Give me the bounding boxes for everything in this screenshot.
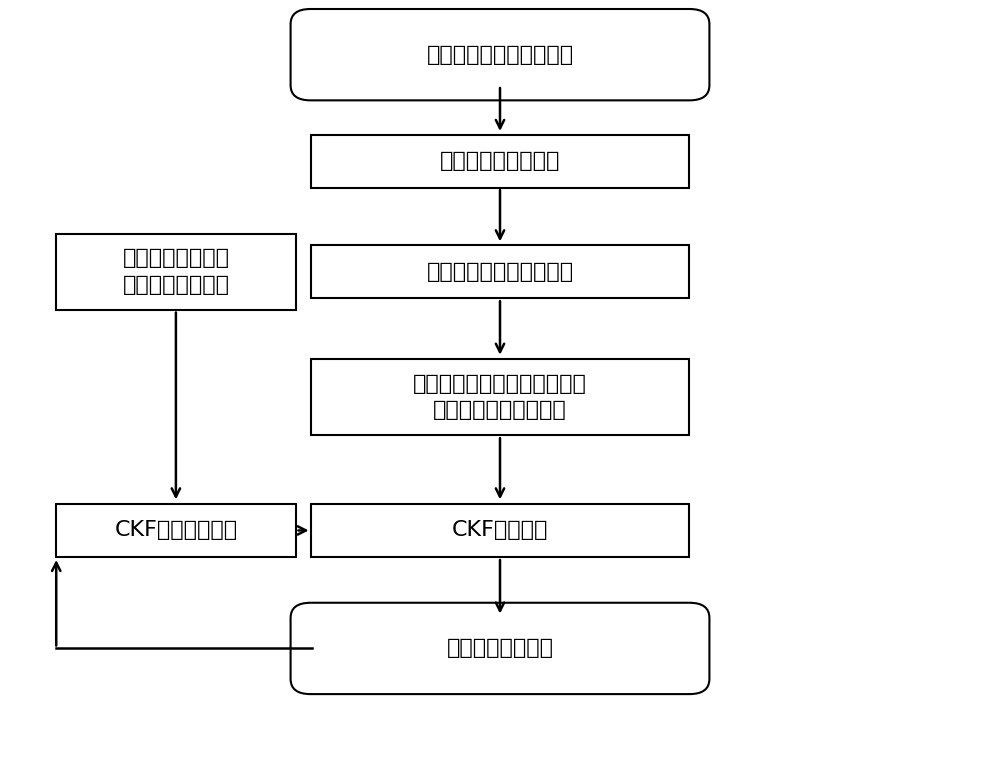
- Text: 建立监控系统的量测方程: 建立监控系统的量测方程: [426, 261, 574, 282]
- Text: CKF量测更新: CKF量测更新: [452, 520, 548, 540]
- Text: 建立监控系统的非
线性系统状态方程: 建立监控系统的非 线性系统状态方程: [122, 248, 229, 295]
- FancyBboxPatch shape: [291, 603, 709, 694]
- Text: 监控系统状态输出: 监控系统状态输出: [446, 639, 554, 659]
- FancyBboxPatch shape: [311, 359, 689, 435]
- Text: CKF滤波时间更新: CKF滤波时间更新: [114, 520, 237, 540]
- FancyBboxPatch shape: [56, 234, 296, 309]
- FancyBboxPatch shape: [311, 503, 689, 557]
- Text: 监控导航系统安装与预热: 监控导航系统安装与预热: [426, 44, 574, 65]
- FancyBboxPatch shape: [311, 134, 689, 188]
- FancyBboxPatch shape: [311, 245, 689, 298]
- Text: 各传感器的数据采集: 各传感器的数据采集: [440, 151, 560, 171]
- FancyBboxPatch shape: [291, 9, 709, 100]
- Text: 利用细分时间片法对监控系统
量测信息进行同步处理: 利用细分时间片法对监控系统 量测信息进行同步处理: [413, 374, 587, 420]
- FancyBboxPatch shape: [56, 503, 296, 557]
